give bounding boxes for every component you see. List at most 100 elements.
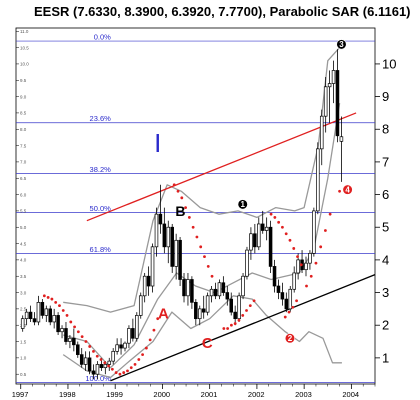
sar-dot: [226, 327, 230, 330]
sar-dot: [299, 263, 303, 267]
candle-body: [186, 279, 190, 297]
sar-dot: [141, 353, 144, 357]
candle-body: [64, 328, 68, 342]
circle-wave-label: 3: [336, 39, 347, 50]
sar-dot: [230, 323, 233, 327]
sar-dot: [187, 216, 191, 219]
candle-body: [107, 360, 112, 365]
candle-body: [323, 86, 328, 117]
sar-dot: [84, 340, 88, 343]
candle-body: [233, 311, 237, 320]
sar-dot: [195, 235, 199, 239]
x-tick-label: 1997: [12, 390, 29, 399]
trendline: [86, 112, 357, 222]
sar-dot: [180, 196, 184, 200]
trendline: [110, 273, 376, 382]
candle-body: [221, 282, 226, 293]
candle-body: [115, 344, 119, 352]
sar-dot: [73, 325, 76, 329]
sar-dot: [288, 238, 292, 242]
y-minor-tick-label: 1.0: [20, 356, 27, 361]
sar-dot: [295, 299, 298, 303]
sar-dot: [241, 314, 245, 317]
sar-dot: [133, 363, 137, 366]
x-tick-label: 2002: [248, 390, 265, 399]
candle-body: [123, 342, 127, 349]
y-minor-tick-label: 8.0: [20, 127, 27, 132]
candle-body: [44, 308, 49, 316]
x-tick-label: 2003: [295, 390, 312, 399]
y-minor-tick-label: 4.0: [20, 258, 27, 263]
candle-body: [131, 328, 135, 339]
fib-label: 0.0%: [94, 33, 111, 42]
y-minor-tick-label: 3.5: [20, 274, 27, 279]
sar-dot: [328, 212, 332, 216]
sar-dot: [199, 245, 203, 249]
sar-dot: [176, 189, 180, 193]
y-minor-tick-label: 2.5: [20, 307, 27, 312]
candle-body: [79, 354, 84, 365]
circle-wave-label: 1: [237, 199, 248, 210]
sar-dot: [296, 255, 299, 259]
bollinger-upper-line: [63, 47, 341, 313]
plot-frame: [15, 27, 376, 385]
y-tick-label: 7: [382, 154, 389, 169]
sar-dot: [184, 206, 187, 210]
candle-body: [296, 259, 300, 274]
y-tick-label: 8: [382, 122, 389, 137]
candle-body: [182, 279, 186, 297]
candle-body: [257, 223, 261, 248]
candle-body: [194, 301, 198, 320]
candle-body: [237, 295, 241, 320]
circle-marker: [284, 333, 296, 344]
fib-label: 38.2%: [90, 165, 112, 174]
candle-body: [48, 308, 53, 323]
wave-label: C: [202, 335, 213, 352]
candle-body: [87, 357, 92, 372]
candle-body: [268, 226, 273, 267]
sar-dot: [156, 317, 160, 321]
candle-body: [24, 311, 29, 320]
sar-dot: [114, 371, 118, 374]
sar-dot: [291, 305, 295, 309]
candle-body: [304, 262, 308, 271]
candle-body: [241, 275, 245, 297]
circle-wave-label: 2: [284, 333, 296, 344]
sar-dot: [324, 229, 327, 232]
candle-body: [32, 318, 37, 323]
candle-body: [178, 239, 182, 280]
circle-number: 3: [339, 40, 344, 49]
wave-label: A: [158, 306, 169, 323]
sar-dot: [314, 261, 318, 265]
sar-dot: [129, 366, 133, 370]
x-tick-label: 2001: [201, 390, 218, 399]
candle-body: [312, 210, 316, 254]
wave-label: I: [154, 128, 161, 158]
sar-dot: [292, 247, 296, 250]
fib-label: 50.0%: [90, 204, 112, 213]
circle-marker: [342, 184, 353, 195]
candle-body: [142, 275, 147, 297]
circle-wave-label: 4: [342, 184, 353, 195]
candle-body: [154, 213, 159, 248]
candle-body: [249, 233, 253, 251]
y-minor-tick-label: 10.5: [20, 45, 29, 50]
sar-dot: [92, 349, 95, 353]
y-minor-tick-label: 6.0: [20, 192, 27, 197]
circle-marker: [237, 199, 248, 210]
candle-body: [95, 364, 100, 375]
sar-dot: [126, 369, 129, 373]
y-tick-label: 10: [382, 56, 396, 71]
sar-dot: [148, 338, 152, 342]
sar-dot: [54, 300, 58, 304]
sar-dot: [206, 265, 210, 268]
sar-dot: [99, 358, 103, 361]
candle-body: [201, 308, 206, 313]
fib-label: 23.6%: [90, 114, 112, 123]
y-minor-tick-label: 4.5: [20, 241, 27, 246]
sar-dot: [191, 225, 195, 229]
x-tick-label: 1998: [59, 390, 76, 399]
candle-body: [68, 337, 72, 342]
candle-body: [76, 344, 80, 355]
sar-dot: [110, 367, 114, 371]
